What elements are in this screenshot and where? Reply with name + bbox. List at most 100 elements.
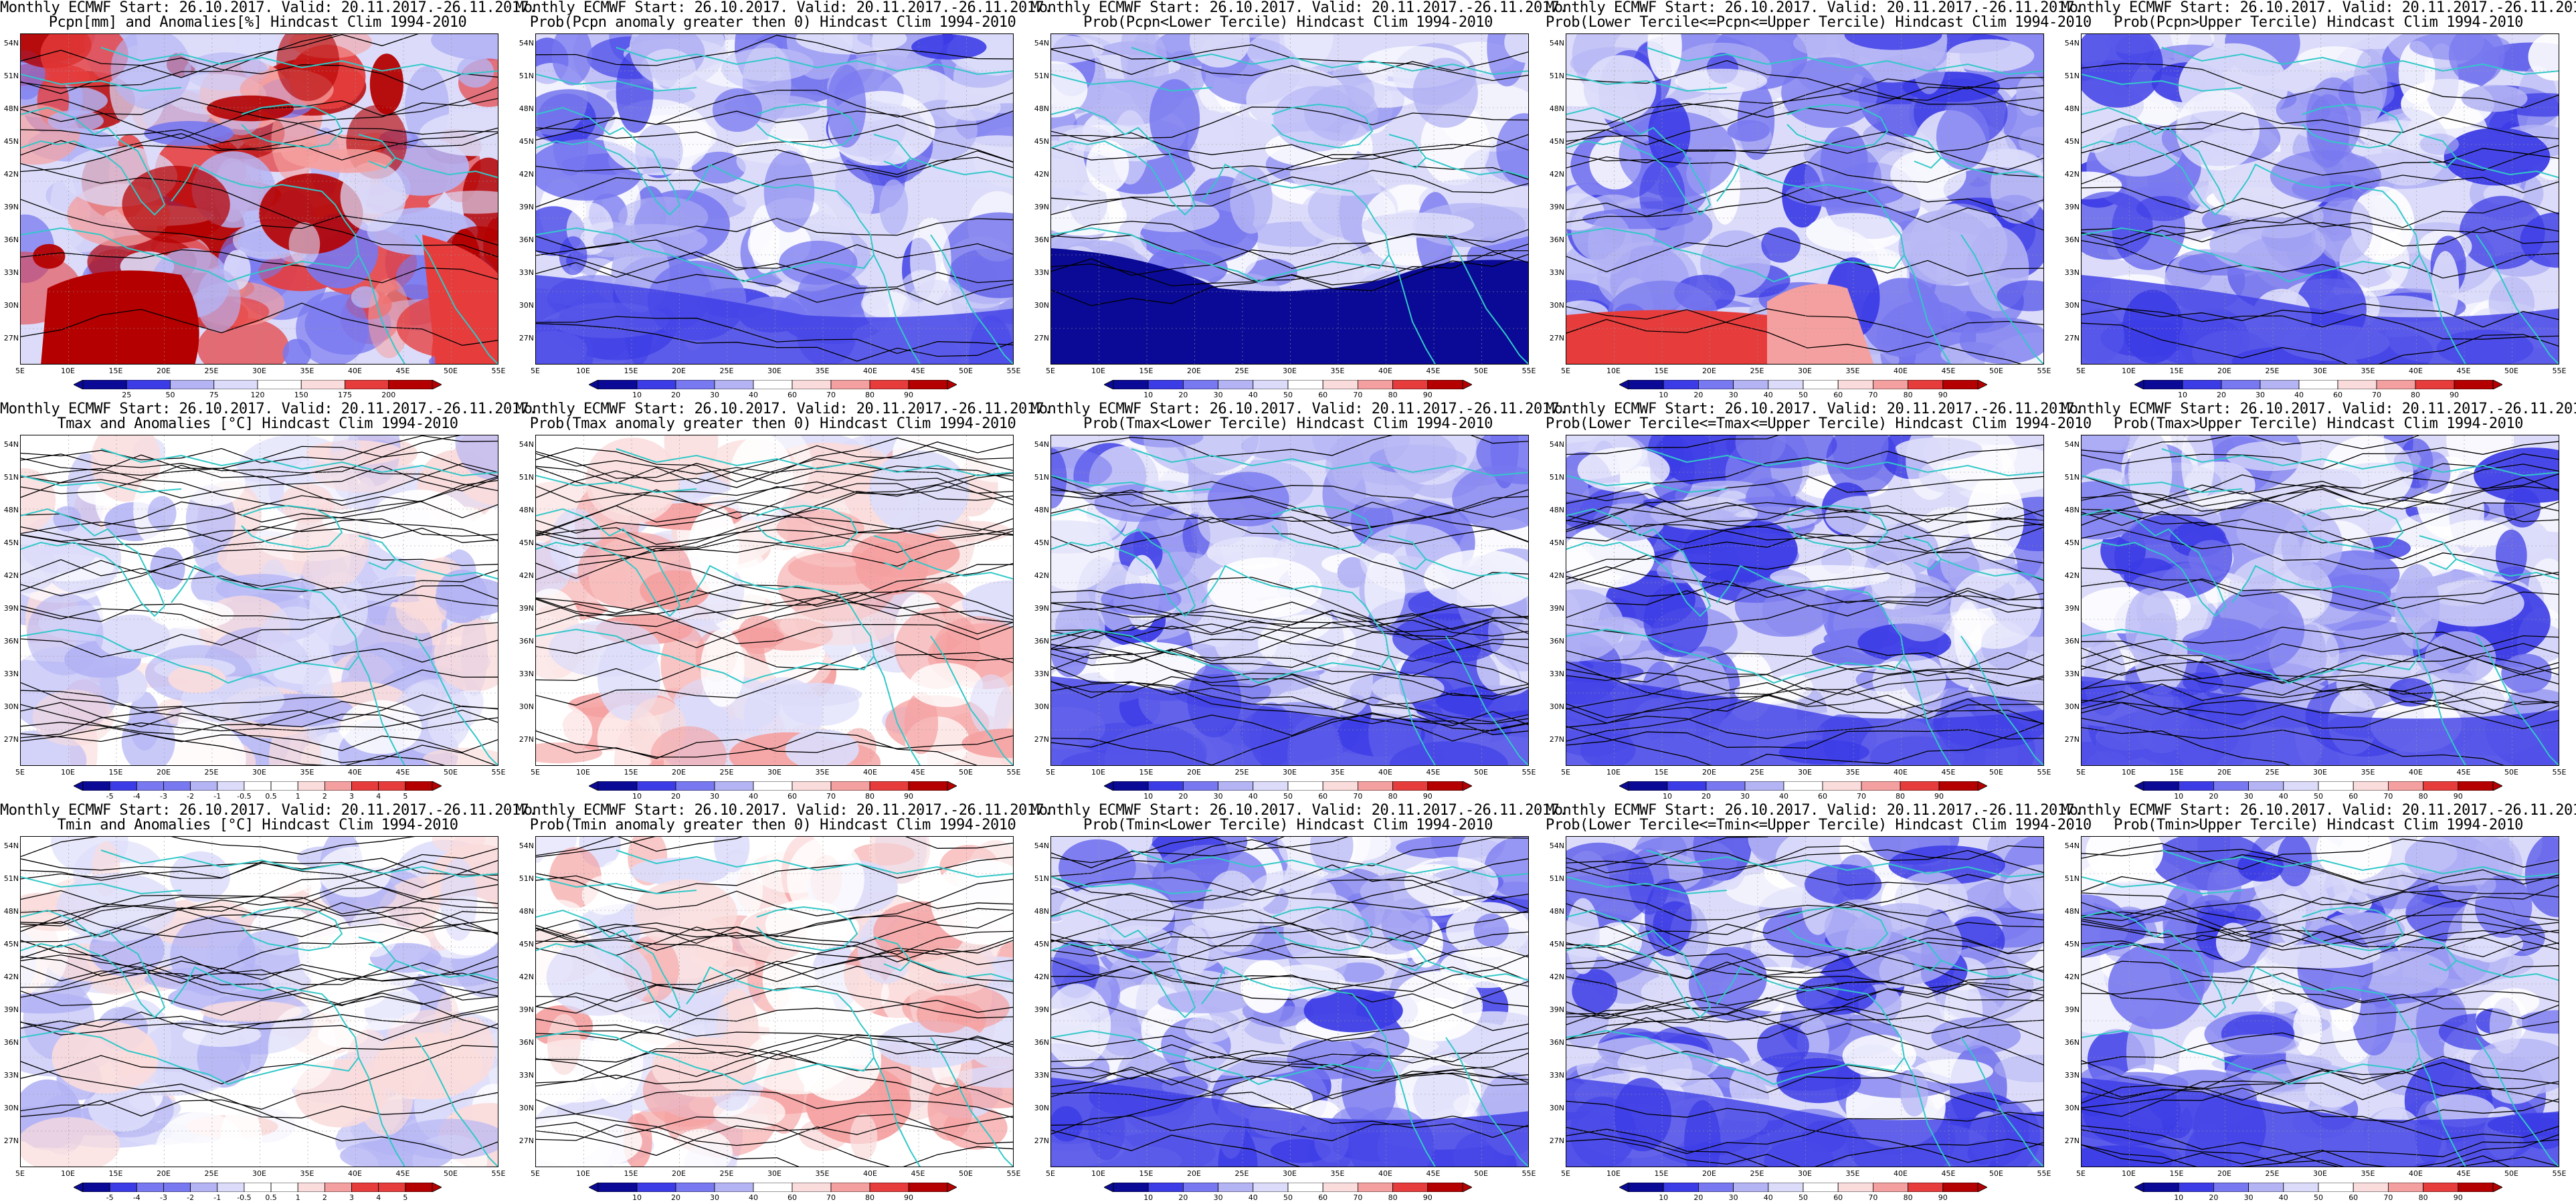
lat-label: 42N <box>519 973 534 981</box>
colorbar-label: 60 <box>788 391 797 399</box>
lat-label: 42N <box>3 973 19 981</box>
panel-title: Monthly ECMWF Start: 26.10.2017. Valid: … <box>1546 0 2083 16</box>
lat-label: 33N <box>3 268 19 277</box>
lat-label: 30N <box>3 301 19 310</box>
lon-label: 55E <box>1006 367 1021 375</box>
lat-label: 30N <box>2064 702 2080 711</box>
colorbar-label: 175 <box>338 391 352 399</box>
colorbar-label: 50 <box>1283 1193 1293 1202</box>
lon-label: 55E <box>2552 1169 2567 1178</box>
lat-label: 48N <box>2064 104 2080 113</box>
colorbar-label: 10 <box>1659 391 1669 399</box>
lon-label: 50E <box>444 1169 458 1178</box>
lon-label: 45E <box>911 1169 925 1178</box>
colorbar-label: 30 <box>1213 792 1223 801</box>
lat-label: 51N <box>519 473 534 482</box>
lon-label: 5E <box>15 768 25 777</box>
lat-label: 48N <box>3 104 19 113</box>
colorbar <box>1619 380 1987 389</box>
lat-label: 48N <box>1034 506 1049 514</box>
colorbar <box>1619 781 1987 791</box>
lon-label: 15E <box>2169 1169 2184 1178</box>
forecast-map <box>1566 33 2044 365</box>
lon-label: 20E <box>672 367 686 375</box>
colorbar-label: 70 <box>2383 792 2393 801</box>
colorbar-label: 10 <box>2174 1193 2184 1202</box>
colorbar-label: 40 <box>749 792 758 801</box>
lon-label: 15E <box>624 768 638 777</box>
colorbar-label: 90 <box>2453 792 2463 801</box>
colorbar-label: 10 <box>1143 1193 1154 1202</box>
map-panel: Monthly ECMWF Start: 26.10.2017. Valid: … <box>1546 0 2092 401</box>
lon-label: 10E <box>576 367 590 375</box>
lon-label: 20E <box>1187 367 1201 375</box>
colorbar-label: 30 <box>710 1193 719 1202</box>
lon-label: 55E <box>1522 1169 1536 1178</box>
lon-label: 15E <box>1139 768 1154 777</box>
lat-label: 27N <box>1549 334 1564 342</box>
colorbar-label: 200 <box>381 391 396 399</box>
forecast-map <box>1566 836 2044 1167</box>
panel-title: Monthly ECMWF Start: 26.10.2017. Valid: … <box>0 0 537 16</box>
forecast-map <box>2081 33 2559 365</box>
lat-label: 51N <box>1549 874 1564 883</box>
lon-label: 25E <box>719 768 734 777</box>
lat-label: 33N <box>519 1071 534 1080</box>
lat-label: 30N <box>519 1104 534 1112</box>
lon-label: 10E <box>1091 367 1105 375</box>
lat-label: 27N <box>519 334 534 342</box>
lat-label: 54N <box>1549 841 1564 850</box>
lat-label: 39N <box>2064 604 2080 613</box>
lon-label: 20E <box>2217 367 2231 375</box>
lat-label: 48N <box>2064 506 2080 514</box>
lat-label: 42N <box>1549 973 1564 981</box>
colorbar <box>589 781 957 791</box>
lat-label: 36N <box>1549 235 1564 244</box>
lon-label: 55E <box>491 768 506 777</box>
lon-label: 45E <box>2456 367 2471 375</box>
lat-label: 36N <box>2064 235 2080 244</box>
lat-label: 30N <box>1034 1104 1049 1112</box>
colorbar <box>74 380 442 389</box>
lat-label: 54N <box>519 841 534 850</box>
lon-label: 35E <box>2361 1169 2375 1178</box>
lat-label: 36N <box>2064 637 2080 645</box>
lat-label: 30N <box>1034 301 1049 310</box>
lon-label: 35E <box>1845 768 1860 777</box>
panel-title: Monthly ECMWF Start: 26.10.2017. Valid: … <box>2061 802 2576 819</box>
lon-label: 50E <box>2504 367 2518 375</box>
lat-label: 48N <box>519 907 534 916</box>
panel-title: Monthly ECMWF Start: 26.10.2017. Valid: … <box>515 802 1052 819</box>
lon-label: 55E <box>491 1169 506 1178</box>
lon-label: 5E <box>1046 367 1055 375</box>
lat-label: 54N <box>1034 39 1049 47</box>
panel-subtitle: Prob(Pcpn anomaly greater then 0) Hindca… <box>529 14 1016 31</box>
lon-label: 20E <box>157 367 171 375</box>
panel-title: Monthly ECMWF Start: 26.10.2017. Valid: … <box>1546 802 2083 819</box>
forecast-map <box>1050 435 1529 766</box>
colorbar-label: 90 <box>904 792 913 801</box>
lon-label: 55E <box>1006 768 1021 777</box>
lat-label: 45N <box>1549 538 1564 547</box>
lat-label: 33N <box>3 1071 19 1080</box>
colorbar-label: 40 <box>749 1193 758 1202</box>
panel-subtitle: Prob(Tmin>Upper Tercile) Hindcast Clim 1… <box>2114 817 2523 833</box>
colorbar-label: 20 <box>1693 1193 1704 1202</box>
lon-label: 45E <box>911 367 925 375</box>
lon-label: 10E <box>1606 768 1621 777</box>
lat-label: 27N <box>1034 334 1049 342</box>
panel-title: Monthly ECMWF Start: 26.10.2017. Valid: … <box>2061 401 2576 417</box>
lon-label: 10E <box>61 1169 75 1178</box>
colorbar-label: 120 <box>250 391 265 399</box>
colorbar-label: 70 <box>1353 391 1363 399</box>
lat-label: 45N <box>1034 137 1049 146</box>
lon-label: 10E <box>2122 1169 2136 1178</box>
lon-label: 40E <box>1894 1169 1908 1178</box>
colorbar-label: 40 <box>2278 792 2288 801</box>
map-panel: Monthly ECMWF Start: 26.10.2017. Valid: … <box>0 0 537 401</box>
lon-label: 50E <box>2504 768 2518 777</box>
colorbar-label: 5 <box>403 792 408 801</box>
lat-label: 48N <box>1549 104 1564 113</box>
colorbar-label: 70 <box>2383 1193 2393 1202</box>
colorbar-label: 1 <box>295 1193 300 1202</box>
